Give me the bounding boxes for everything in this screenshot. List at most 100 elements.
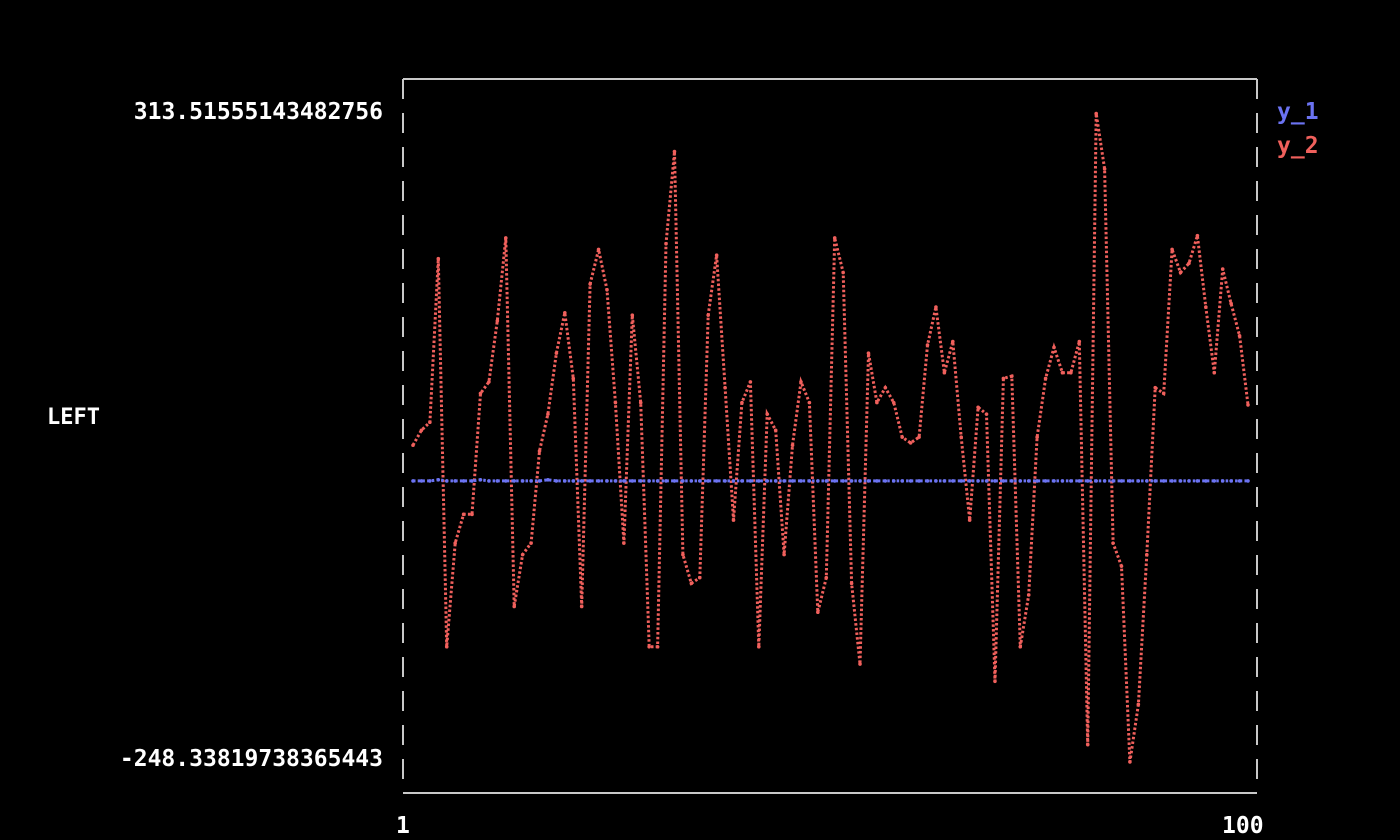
data-point-y_2	[681, 552, 685, 557]
data-point-y_1	[461, 479, 466, 483]
data-point-y_1	[563, 479, 567, 483]
series-layer	[411, 111, 1250, 764]
data-point-y_1	[942, 479, 947, 483]
data-point-y_1	[816, 479, 820, 483]
data-point-y_2	[858, 662, 862, 666]
data-point-y_2	[1187, 261, 1191, 266]
data-point-y_1	[976, 479, 980, 483]
data-point-y_2	[520, 552, 525, 557]
data-point-y_1	[900, 479, 904, 483]
data-point-y_2	[1119, 564, 1124, 568]
data-point-y_1	[1035, 479, 1039, 483]
data-point-y_2	[411, 443, 415, 448]
data-point-y_1	[731, 479, 736, 483]
data-point-y_2	[816, 610, 820, 615]
data-point-y_2	[908, 441, 913, 445]
data-point-y_1	[706, 479, 711, 483]
data-point-y_2	[841, 270, 845, 275]
data-point-y_1	[959, 479, 964, 483]
data-point-y_1	[1229, 479, 1233, 483]
data-point-y_1	[622, 479, 626, 483]
data-point-y_1	[1136, 479, 1141, 483]
series-line-y_1	[413, 478, 1248, 483]
data-point-y_2	[799, 380, 803, 384]
data-point-y_2	[706, 313, 711, 317]
data-point-y_2	[571, 376, 576, 381]
data-point-y_1	[605, 479, 609, 483]
data-point-y_1	[1094, 479, 1098, 483]
data-point-y_2	[588, 282, 592, 286]
data-point-y_1	[875, 479, 879, 483]
data-point-y_1	[495, 479, 500, 483]
data-point-y_1	[917, 479, 921, 483]
data-point-y_2	[967, 518, 972, 522]
data-point-y_1	[799, 479, 803, 483]
data-point-y_1	[672, 479, 677, 483]
data-point-y_2	[1010, 374, 1014, 378]
data-point-y_2	[849, 581, 854, 586]
data-point-y_1	[453, 479, 457, 483]
data-point-y_1	[866, 479, 871, 483]
data-point-y_2	[419, 428, 424, 433]
data-point-y_1	[1077, 479, 1082, 483]
data-point-y_2	[1178, 270, 1183, 275]
data-point-y_2	[723, 385, 727, 390]
data-point-y_2	[883, 385, 888, 390]
data-point-y_2	[1018, 644, 1023, 649]
data-point-y_2	[529, 541, 533, 545]
data-point-y_1	[967, 479, 972, 483]
data-point-y_1	[1069, 479, 1073, 483]
data-point-y_1	[588, 479, 592, 483]
data-point-y_2	[993, 679, 997, 684]
data-point-y_2	[689, 581, 694, 586]
data-point-y_1	[883, 479, 888, 483]
data-point-y_2	[436, 256, 441, 261]
data-point-y_2	[638, 400, 643, 405]
data-point-y_2	[1035, 435, 1039, 439]
data-point-y_2	[672, 149, 677, 154]
data-point-y_2	[1220, 267, 1225, 271]
data-point-y_2	[664, 241, 668, 246]
data-point-y_1	[858, 479, 862, 483]
data-point-y_1	[723, 479, 727, 483]
data-point-y_2	[1144, 552, 1149, 557]
data-point-y_1	[478, 477, 483, 482]
data-point-y_2	[1153, 385, 1158, 390]
data-point-y_2	[917, 435, 921, 439]
data-point-y_1	[1018, 479, 1023, 483]
data-point-y_2	[537, 449, 542, 453]
data-point-y_2	[875, 400, 879, 405]
data-point-y_1	[596, 479, 601, 483]
data-point-y_2	[748, 380, 753, 384]
data-point-y_1	[1001, 479, 1006, 483]
data-point-y_1	[984, 479, 989, 483]
data-point-y_1	[520, 479, 525, 483]
data-point-y_1	[1195, 479, 1200, 483]
data-point-y_2	[976, 405, 980, 410]
data-point-y_1	[512, 479, 517, 483]
data-point-y_2	[605, 287, 609, 292]
data-point-y_1	[1246, 479, 1250, 483]
legend-y1: y_1	[1277, 99, 1319, 125]
data-point-y_1	[529, 479, 533, 483]
data-point-y_1	[1178, 479, 1183, 483]
data-point-y_2	[495, 319, 500, 323]
data-point-y_2	[714, 253, 719, 258]
series-line-y_2	[411, 113, 1250, 763]
data-point-y_2	[630, 313, 635, 317]
data-point-y_1	[1102, 479, 1107, 483]
data-point-y_1	[1153, 479, 1158, 483]
data-point-y_2	[613, 400, 618, 405]
data-point-y_2	[453, 541, 457, 545]
data-point-y_2	[1111, 541, 1115, 545]
data-point-y_2	[1069, 370, 1073, 375]
data-point-y_1	[470, 479, 474, 483]
data-point-y_1	[428, 479, 432, 483]
data-point-y_2	[470, 512, 474, 517]
data-point-y_2	[596, 247, 601, 252]
data-point-y_1	[773, 479, 778, 483]
data-point-y_1	[1043, 479, 1048, 483]
data-point-y_1	[1187, 479, 1191, 483]
data-point-y_1	[444, 479, 449, 483]
data-point-y_2	[1136, 702, 1141, 707]
